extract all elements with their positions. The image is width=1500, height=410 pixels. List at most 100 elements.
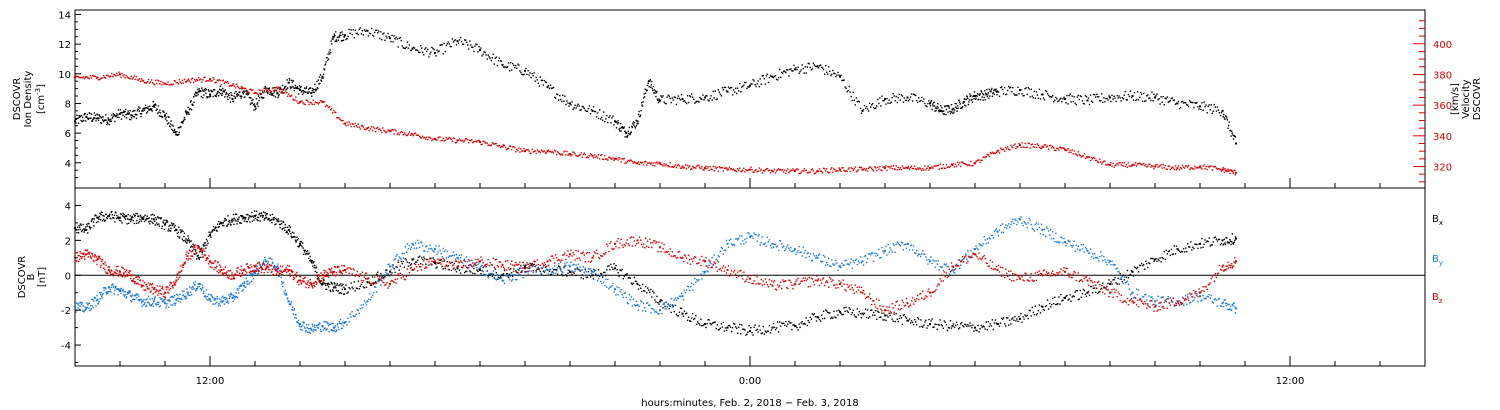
velocity-dot: [307, 101, 309, 103]
by-dot: [700, 273, 702, 275]
velocity-dot: [506, 148, 509, 150]
ion-density-dot: [1132, 99, 1135, 101]
velocity-point: [951, 164, 954, 166]
ion-density-dot: [1228, 121, 1230, 123]
ion-density-dot: [902, 101, 905, 103]
by-dot: [491, 272, 493, 275]
velocity-dot: [1129, 165, 1132, 167]
by-dot: [127, 291, 129, 293]
ion-density-dot: [1185, 102, 1187, 104]
velocity-dot: [472, 141, 474, 144]
ion-density-dot: [165, 116, 167, 119]
bx-dot: [713, 321, 715, 324]
bx-dot: [762, 325, 764, 328]
velocity-dot: [471, 139, 473, 141]
bx-dot: [1167, 250, 1169, 253]
bx-dot: [1173, 245, 1176, 247]
by-dot: [249, 272, 252, 274]
ion-density-dot: [173, 131, 175, 134]
by-dot: [630, 296, 633, 298]
ion-density-dot: [270, 94, 273, 96]
by-dot: [235, 295, 238, 298]
by-dot: [469, 264, 471, 266]
velocity-dot: [783, 171, 785, 173]
ion-density-dot: [628, 132, 630, 135]
by-dot: [490, 274, 492, 276]
velocity-dot: [632, 162, 635, 164]
velocity-dot: [595, 155, 598, 157]
by-dot: [478, 262, 480, 264]
velocity-dot: [392, 129, 394, 131]
bx-dot: [511, 272, 513, 274]
velocity-dot: [401, 131, 403, 133]
ion-density-dot: [624, 136, 626, 138]
ion-density-dot: [287, 87, 289, 89]
ion-density-dot: [484, 51, 486, 53]
velocity-dot: [258, 89, 260, 91]
velocity-dot: [675, 166, 678, 169]
bx-dot: [968, 325, 970, 327]
ion-density-dot: [1225, 115, 1227, 118]
ion-density-dot: [1164, 97, 1166, 99]
bx-dot: [185, 238, 187, 240]
ion-density-dot: [783, 70, 785, 72]
ion-density-dot: [1054, 99, 1056, 101]
bx-dot: [923, 324, 925, 326]
ion-density-dot: [1180, 101, 1183, 103]
bx-dot: [899, 315, 901, 317]
velocity-dot: [990, 152, 993, 155]
by-dot: [489, 272, 491, 275]
ion-density-dot: [572, 108, 574, 111]
bx-dot: [159, 217, 161, 219]
ion-density-point: [242, 90, 245, 93]
ion-density-dot: [127, 112, 129, 114]
ion-density-dot: [1223, 113, 1225, 116]
ion-density-dot: [973, 98, 975, 100]
velocity-dot: [488, 144, 490, 146]
bx-point: [1064, 296, 1066, 299]
by-dot: [376, 291, 378, 293]
bx-dot: [609, 268, 611, 271]
velocity-dot: [936, 165, 938, 167]
by-dot: [276, 269, 278, 271]
bx-dot: [119, 213, 122, 215]
velocity-dot: [229, 85, 232, 87]
velocity-dot: [621, 158, 623, 160]
bx-dot: [1120, 278, 1122, 280]
velocity-dot: [900, 168, 903, 171]
bx-dot: [202, 250, 204, 252]
by-dot: [672, 304, 674, 307]
bx-dot: [76, 226, 79, 228]
velocity-dot: [450, 138, 453, 141]
ion-density-dot: [747, 85, 749, 88]
velocity-dot: [561, 153, 563, 155]
ion-density-dot: [1143, 92, 1145, 95]
by-dot: [93, 300, 95, 302]
bx-dot: [299, 240, 302, 243]
ion-density-dot: [707, 99, 709, 101]
bx-dot: [301, 245, 303, 248]
by-dot: [485, 274, 487, 277]
by-dot: [657, 313, 659, 315]
ion-density-dot: [1136, 91, 1139, 93]
bx-dot: [1223, 238, 1225, 240]
bx-dot: [857, 314, 860, 316]
bx-dot: [262, 215, 264, 217]
bx-dot: [833, 310, 835, 312]
bx-dot: [721, 326, 724, 328]
velocity-dot: [1049, 145, 1051, 147]
velocity-dot: [232, 83, 235, 85]
velocity-dot: [882, 166, 884, 168]
velocity-dot: [946, 166, 949, 169]
bx-dot: [880, 316, 882, 318]
ion-density-dot: [531, 72, 533, 75]
ion-density-dot: [711, 99, 713, 101]
bx-dot: [604, 271, 606, 274]
bx-dot: [86, 225, 88, 227]
velocity-dot: [245, 88, 247, 90]
velocity-dot: [1146, 166, 1148, 168]
bx-dot: [89, 228, 91, 230]
ion-density-point: [659, 99, 661, 102]
bx-dot: [787, 323, 789, 325]
bx-dot: [1226, 237, 1228, 239]
